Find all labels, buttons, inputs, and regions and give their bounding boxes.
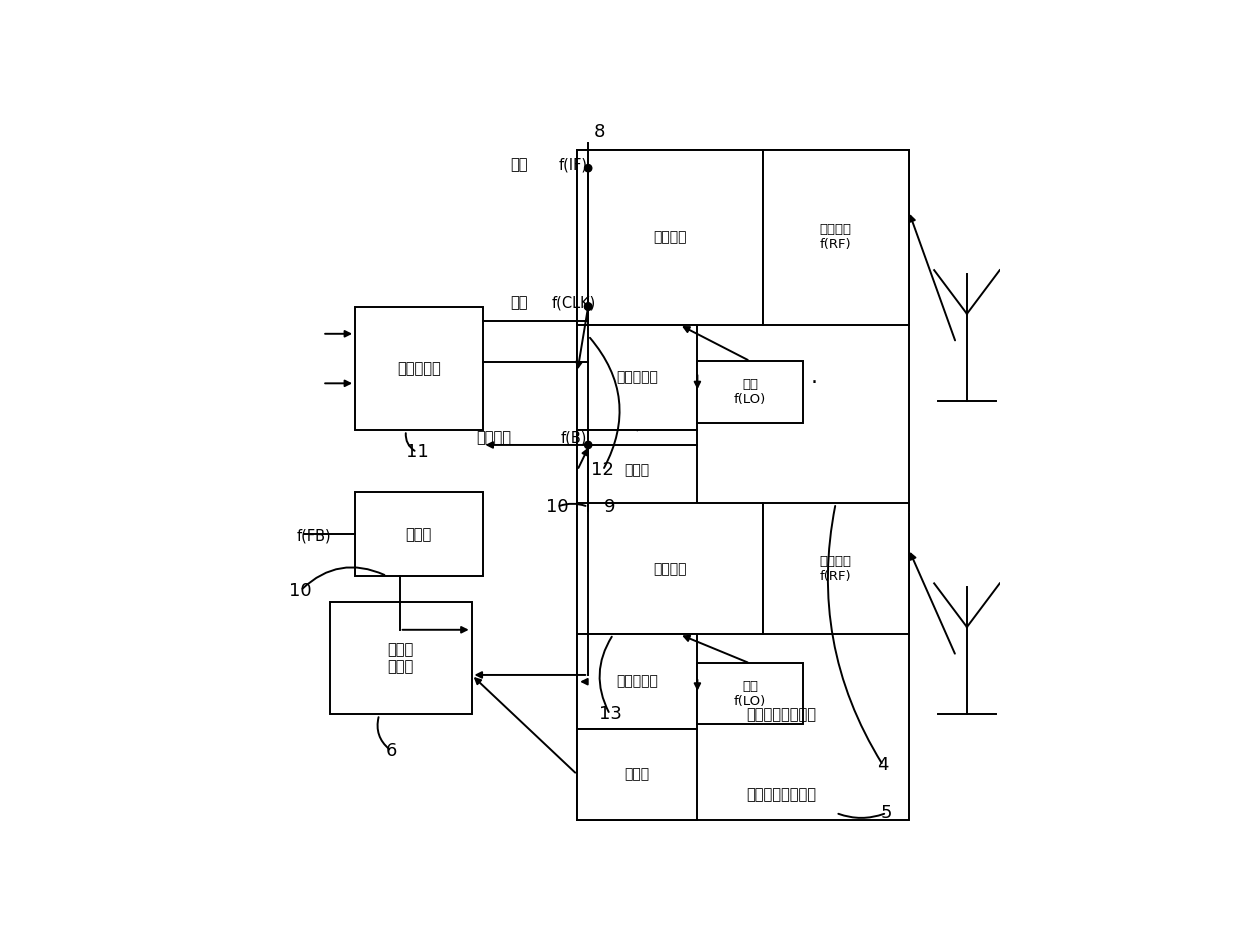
Bar [697, 361, 804, 423]
Bar [578, 635, 697, 729]
Bar [697, 663, 804, 724]
Bar [763, 503, 909, 635]
Text: 13: 13 [599, 706, 621, 724]
Bar [330, 602, 471, 714]
Text: 5: 5 [882, 804, 893, 822]
Text: 射频信号
f(RF): 射频信号 f(RF) [820, 223, 852, 252]
Text: 本振
f(LO): 本振 f(LO) [734, 680, 766, 708]
Text: 8: 8 [594, 123, 605, 141]
Text: f(B): f(B) [560, 430, 587, 446]
Bar [763, 150, 909, 324]
Text: ·: · [811, 373, 817, 393]
Text: 12: 12 [591, 462, 614, 480]
Bar [578, 430, 697, 511]
Text: 11: 11 [405, 444, 428, 462]
Circle shape [584, 303, 591, 310]
Text: 9: 9 [604, 498, 616, 516]
Text: f(CLK): f(CLK) [552, 295, 595, 310]
Bar [578, 150, 763, 324]
Text: 下变频器: 下变频器 [653, 231, 687, 244]
Text: 10: 10 [546, 498, 568, 516]
Circle shape [584, 303, 591, 310]
Bar [355, 492, 482, 576]
Text: 分频器: 分频器 [625, 767, 650, 781]
Text: 第二锁相环: 第二锁相环 [616, 371, 658, 385]
Text: f(IF): f(IF) [559, 157, 588, 172]
Text: 4: 4 [878, 757, 889, 775]
Text: 本振
f(LO): 本振 f(LO) [734, 378, 766, 406]
Text: 时钟: 时钟 [510, 295, 528, 310]
Text: 第一无线接收电路: 第一无线接收电路 [746, 707, 816, 722]
Text: 分频器: 分频器 [405, 527, 432, 542]
Text: 基带时钟: 基带时钟 [476, 430, 511, 446]
Bar [355, 307, 482, 430]
Circle shape [584, 165, 591, 172]
Text: 10: 10 [289, 582, 311, 600]
Text: 分频器: 分频器 [625, 464, 650, 478]
Text: 下变频器: 下变频器 [653, 562, 687, 576]
Text: f(FB): f(FB) [296, 529, 331, 544]
Bar [578, 150, 909, 511]
Bar [578, 515, 909, 820]
Text: 第一锁相环: 第一锁相环 [397, 361, 440, 376]
Text: 第二无线接收电路: 第二无线接收电路 [746, 787, 816, 802]
Text: 中频: 中频 [510, 157, 528, 172]
Text: 射频信号
f(RF): 射频信号 f(RF) [820, 554, 852, 583]
Bar [578, 729, 697, 820]
Text: 6: 6 [386, 742, 397, 760]
Text: 第三锁相环: 第三锁相环 [616, 674, 658, 689]
Bar [578, 324, 697, 430]
Text: 相位差
计算器: 相位差 计算器 [387, 641, 414, 674]
Bar [578, 503, 763, 635]
Circle shape [584, 441, 591, 448]
